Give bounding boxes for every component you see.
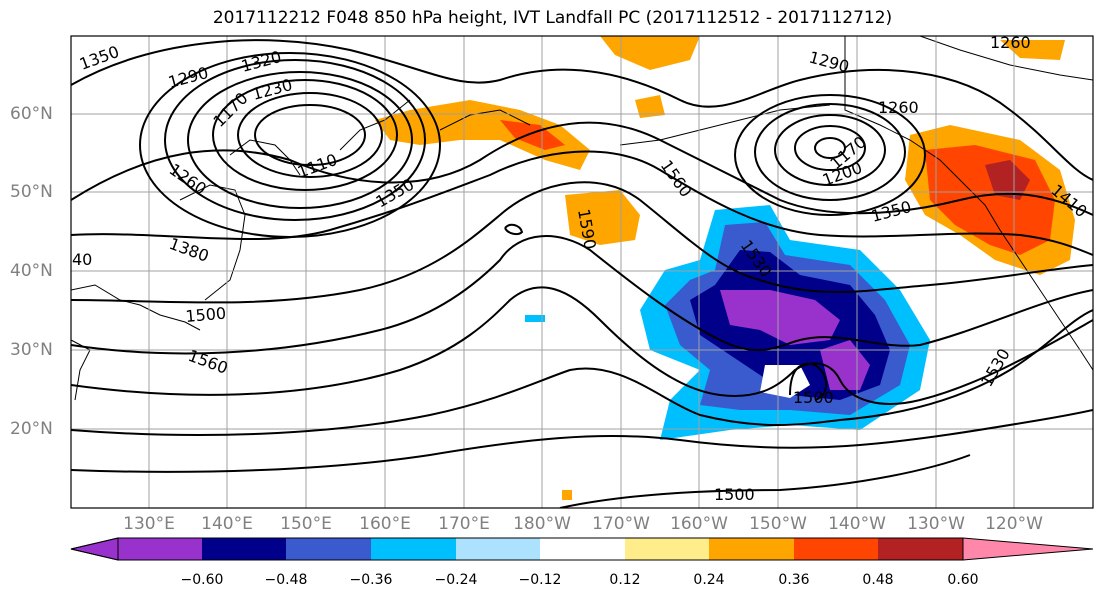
colorbar-segment: [540, 538, 625, 560]
colorbar-segment: [709, 538, 794, 560]
lat-label-60n: 60°N: [10, 104, 53, 124]
colorbar: [70, 537, 1094, 561]
colorbar-segment: [456, 538, 540, 560]
lon-label: 160°W: [670, 514, 728, 534]
lat-label-50n: 50°N: [10, 182, 53, 202]
positive-ivt-shading: [375, 36, 1075, 500]
colorbar-tick-label: −0.36: [349, 572, 393, 588]
colorbar-tick-label: 0.24: [693, 572, 725, 588]
colorbar-segment: [794, 538, 878, 560]
colorbar-segment: [202, 538, 286, 560]
lat-label-20n: 20°N: [10, 419, 53, 439]
colorbar-tick-label: 0.60: [947, 572, 979, 588]
lon-label: 140°E: [201, 514, 253, 534]
lon-label: 130°W: [907, 514, 965, 534]
colorbar-extend-right: [963, 538, 1093, 560]
map-frame: [70, 35, 1094, 509]
contour-label: 1500: [714, 485, 755, 504]
contour-label: 40: [72, 250, 92, 269]
graticule: [71, 36, 1093, 508]
lat-label-40n: 40°N: [10, 261, 53, 281]
lat-label-30n: 30°N: [10, 340, 53, 360]
colorbar-segment: [625, 538, 709, 560]
lon-label: 160°E: [359, 514, 411, 534]
contour-label: 1500: [793, 388, 834, 407]
colorbar-tick-label: 0.48: [862, 572, 894, 588]
colorbar-tick-label: −0.48: [264, 572, 308, 588]
colorbar-segment: [878, 538, 963, 560]
map-title: 2017112212 F048 850 hPa height, IVT Land…: [212, 8, 893, 28]
colorbar-tick-label: −0.60: [180, 572, 224, 588]
colorbar-tick-label: −0.12: [518, 572, 562, 588]
contour-labels: 1350 1290 1320 1230 1170 1110 1260 1350 …: [72, 33, 1091, 504]
colorbar-segment: [286, 538, 371, 560]
lon-label: 150°W: [749, 514, 807, 534]
lon-label: 170°W: [592, 514, 650, 534]
contour-label: 1500: [185, 304, 227, 326]
lon-label: 150°E: [280, 514, 332, 534]
colorbar-tick-label: 0.12: [609, 572, 641, 588]
lon-label: 180°W: [513, 514, 571, 534]
height-contours: [71, 39, 1093, 508]
colorbar-tick-label: 0.36: [778, 572, 810, 588]
colorbar-extend-left: [70, 537, 119, 561]
lon-label: 140°W: [828, 514, 886, 534]
contour-label: 1260: [990, 33, 1031, 52]
lon-label: 120°W: [985, 514, 1043, 534]
colorbar-segment: [371, 538, 456, 560]
lon-label: 130°E: [123, 514, 175, 534]
colorbar-segment: [118, 538, 202, 560]
contour-label: 1260: [878, 98, 919, 117]
colorbar-tick-label: −0.24: [434, 572, 478, 588]
lon-label: 170°E: [438, 514, 490, 534]
